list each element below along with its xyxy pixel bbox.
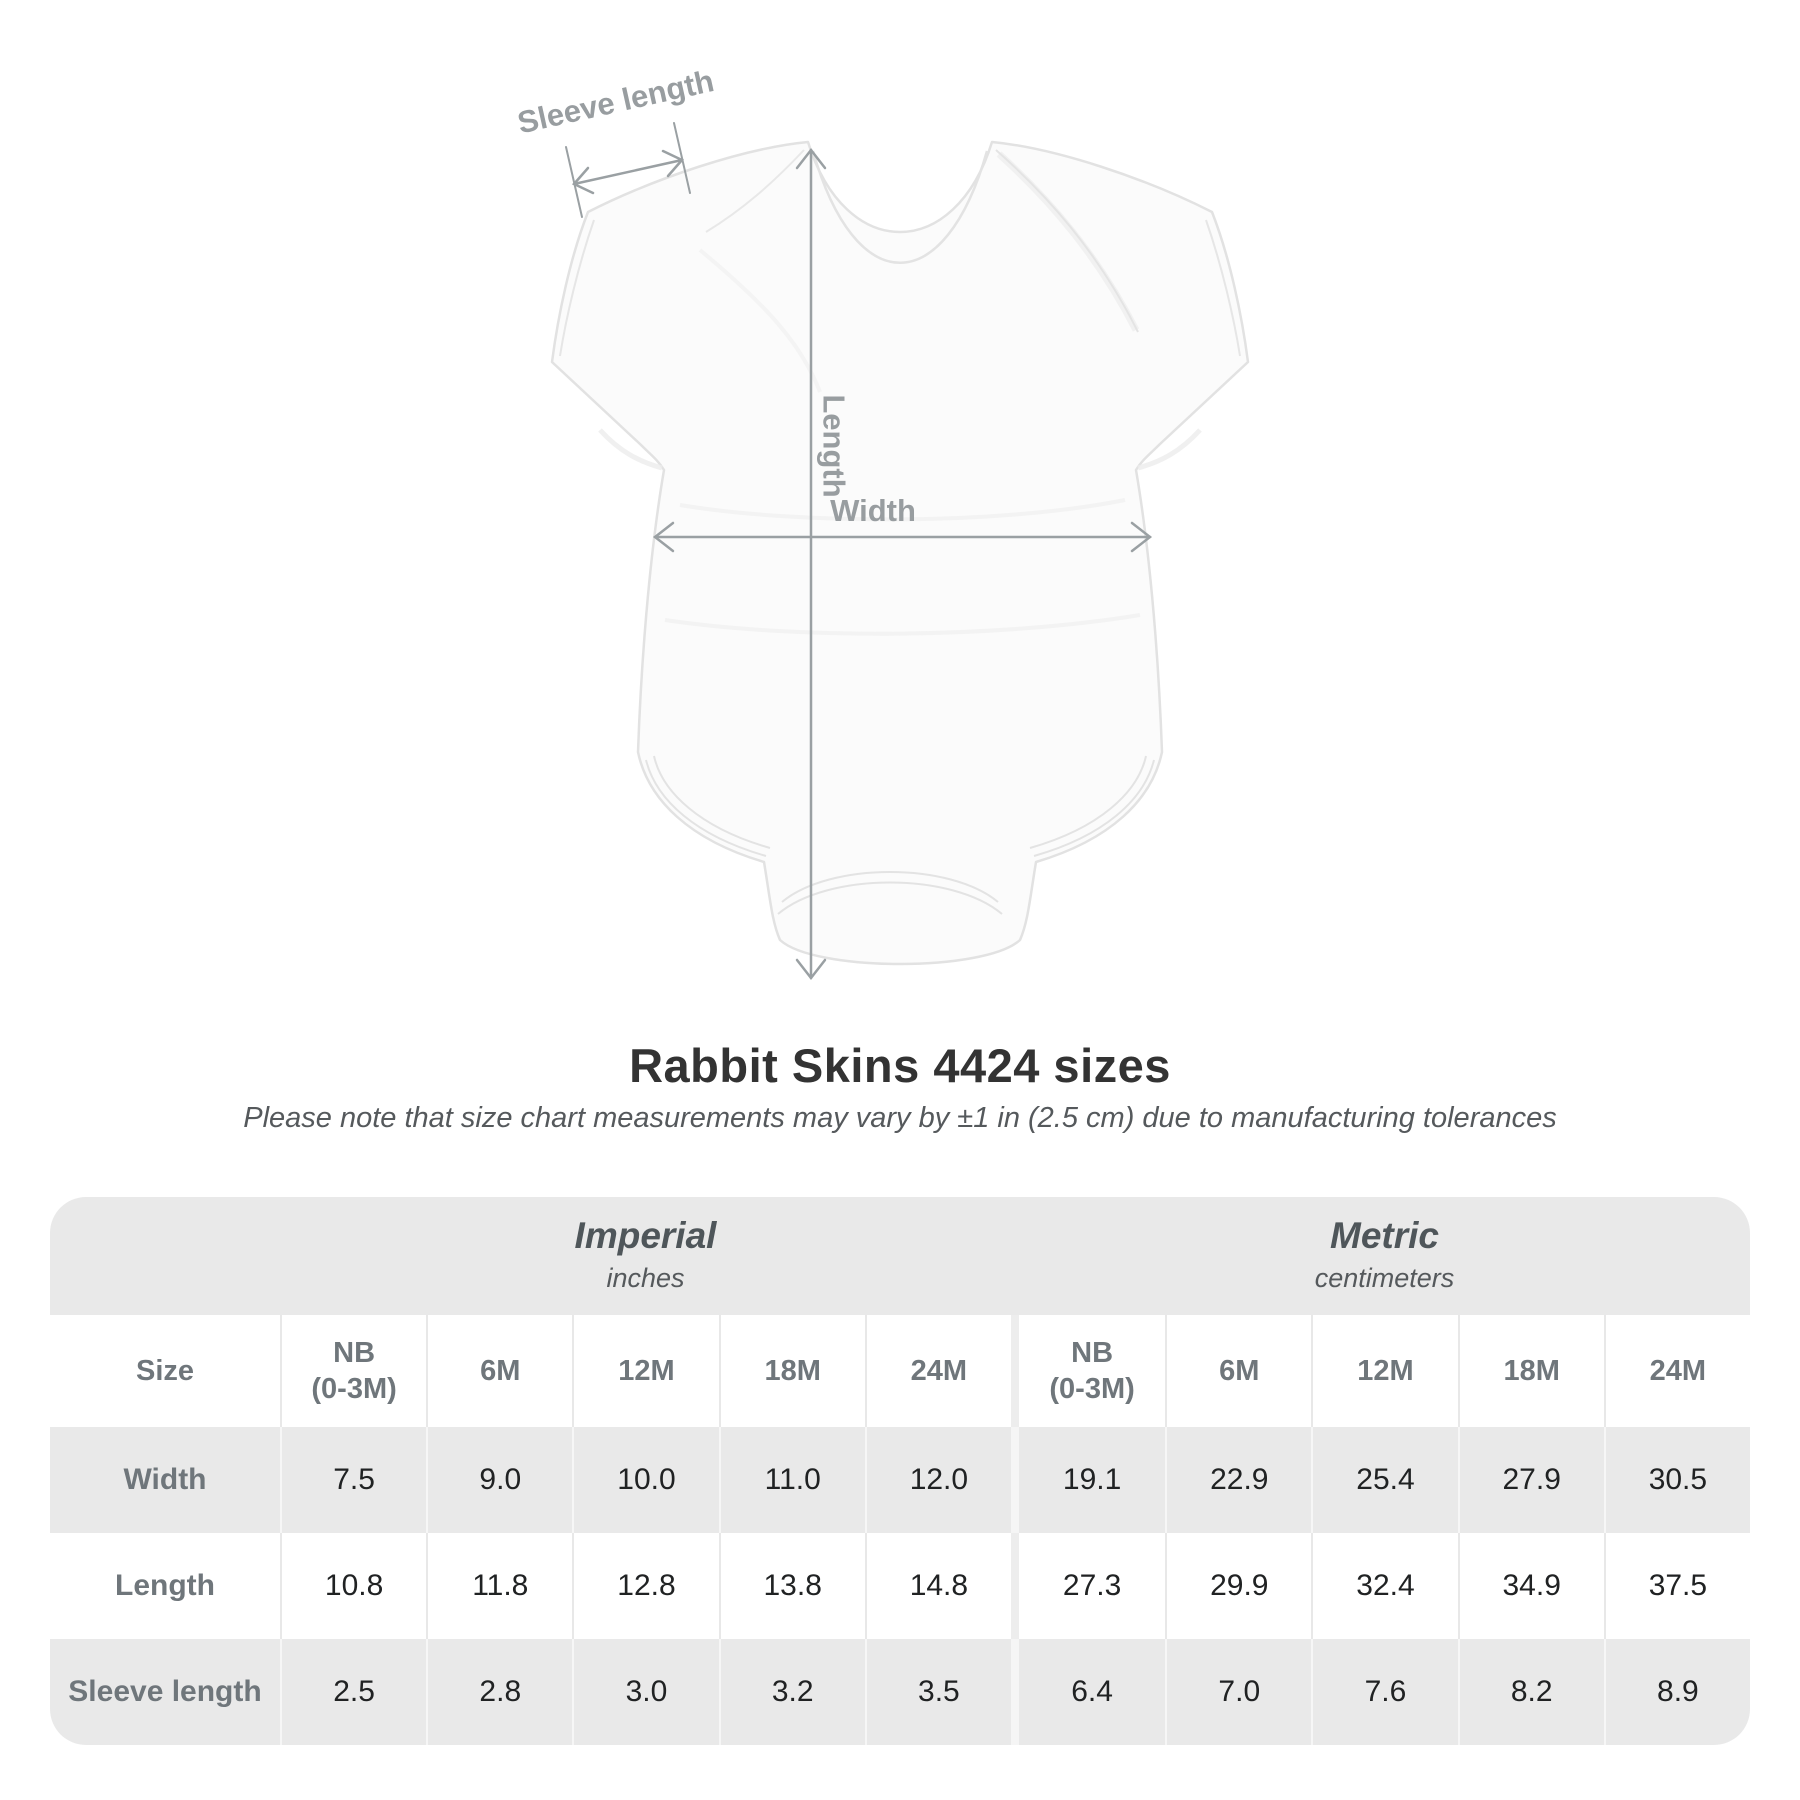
- value-cell: 10.8: [280, 1533, 426, 1639]
- size-header-row: Size NB (0-3M) 6M 12M 18M 24M NB (0-3M) 6M…: [50, 1315, 1750, 1427]
- row-label: Sleeve length: [68, 1675, 262, 1708]
- size-col-header: 24M: [864, 1315, 1011, 1427]
- size-col-header: NB (0-3M): [1049, 1337, 1135, 1405]
- metric-header: Metric centimeters: [1019, 1197, 1750, 1315]
- value-cell: 29.9: [1165, 1533, 1311, 1639]
- size-col-header: Size: [135, 1355, 195, 1387]
- page-title: Rabbit Skins 4424 sizes: [629, 1039, 1171, 1092]
- value-cell: 27.3: [1062, 1569, 1122, 1602]
- unit-divider: [1010, 1315, 1019, 1427]
- table-row-sleeve-length: Sleeve length 2.5 2.8 3.0 3.2 3.5 6.4 7.…: [50, 1639, 1750, 1745]
- length-arrow: [795, 147, 827, 981]
- bodysuit-size-diagram: Sleeve length Length Width: [514, 63, 1250, 981]
- table-row-length: Length 10.8 11.8 12.8 13.8 14.8 27.3 29.…: [50, 1533, 1750, 1639]
- metric-unit: centimeters: [1314, 1263, 1455, 1293]
- value-cell: 3.5: [864, 1639, 1011, 1745]
- unit-divider: [1010, 1533, 1019, 1639]
- unit-system-header: Imperial inches Metric centimeters: [50, 1197, 1750, 1315]
- unit-divider: [1010, 1639, 1019, 1745]
- value-cell: 2.5: [280, 1639, 426, 1745]
- size-col-header: 12M: [572, 1315, 718, 1427]
- value-cell: 7.5: [280, 1427, 426, 1533]
- imperial-header: Imperial inches: [280, 1197, 1011, 1315]
- value-cell: 34.9: [1457, 1533, 1604, 1639]
- value-cell: 11.0: [718, 1427, 865, 1533]
- value-cell: 9.0: [426, 1427, 572, 1533]
- value-cell: 10.0: [572, 1427, 718, 1533]
- imperial-unit: inches: [606, 1263, 685, 1293]
- sleeve-length-label: Sleeve length: [514, 63, 717, 140]
- table-row-width: Width 7.5 9.0 10.0 11.0 12.0 19.1 22.9 2…: [50, 1427, 1750, 1533]
- value-cell: 3.0: [572, 1639, 718, 1745]
- value-cell: 14.8: [864, 1533, 1011, 1639]
- size-chart-table: Imperial inches Metric centimeters Size …: [50, 1197, 1750, 1745]
- value-cell: 7.6: [1311, 1639, 1457, 1745]
- imperial-label: Imperial: [574, 1215, 717, 1256]
- value-cell: 30.5: [1603, 1427, 1750, 1533]
- value-cell: 22.9: [1165, 1427, 1311, 1533]
- value-cell: 32.4: [1311, 1533, 1457, 1639]
- metric-label: Metric: [1330, 1215, 1439, 1256]
- length-label: Length: [817, 394, 852, 497]
- value-cell: 12.8: [572, 1533, 718, 1639]
- value-cell: 19.1: [1062, 1463, 1122, 1496]
- size-col-header: 18M: [718, 1315, 865, 1427]
- value-cell: 37.5: [1603, 1533, 1750, 1639]
- unit-divider: [1010, 1427, 1019, 1533]
- value-cell: 27.9: [1457, 1427, 1604, 1533]
- tolerance-note: Please note that size chart measurements…: [243, 1102, 1557, 1134]
- value-cell: 7.0: [1165, 1639, 1311, 1745]
- size-col-header: 6M: [426, 1315, 572, 1427]
- size-col-header: 6M: [1165, 1315, 1311, 1427]
- width-label: Width: [830, 493, 916, 528]
- size-col-header: 24M: [1603, 1315, 1750, 1427]
- bodysuit-outline: [550, 140, 1250, 966]
- width-arrow: [652, 521, 1153, 553]
- value-cell: 25.4: [1311, 1427, 1457, 1533]
- sleeve-length-arrow: [565, 122, 691, 218]
- value-cell: 8.9: [1603, 1639, 1750, 1745]
- value-cell: 12.0: [864, 1427, 1011, 1533]
- size-col-header: 18M: [1457, 1315, 1604, 1427]
- value-cell: 8.2: [1457, 1639, 1604, 1745]
- value-cell: 2.8: [426, 1639, 572, 1745]
- value-cell: 11.8: [426, 1533, 572, 1639]
- row-label: Length: [115, 1569, 215, 1602]
- size-col-header: 12M: [1311, 1315, 1457, 1427]
- value-cell: 6.4: [1071, 1675, 1113, 1708]
- row-label: Width: [123, 1463, 207, 1496]
- value-cell: 3.2: [718, 1639, 865, 1745]
- size-col-header: NB (0-3M): [280, 1315, 426, 1427]
- value-cell: 13.8: [718, 1533, 865, 1639]
